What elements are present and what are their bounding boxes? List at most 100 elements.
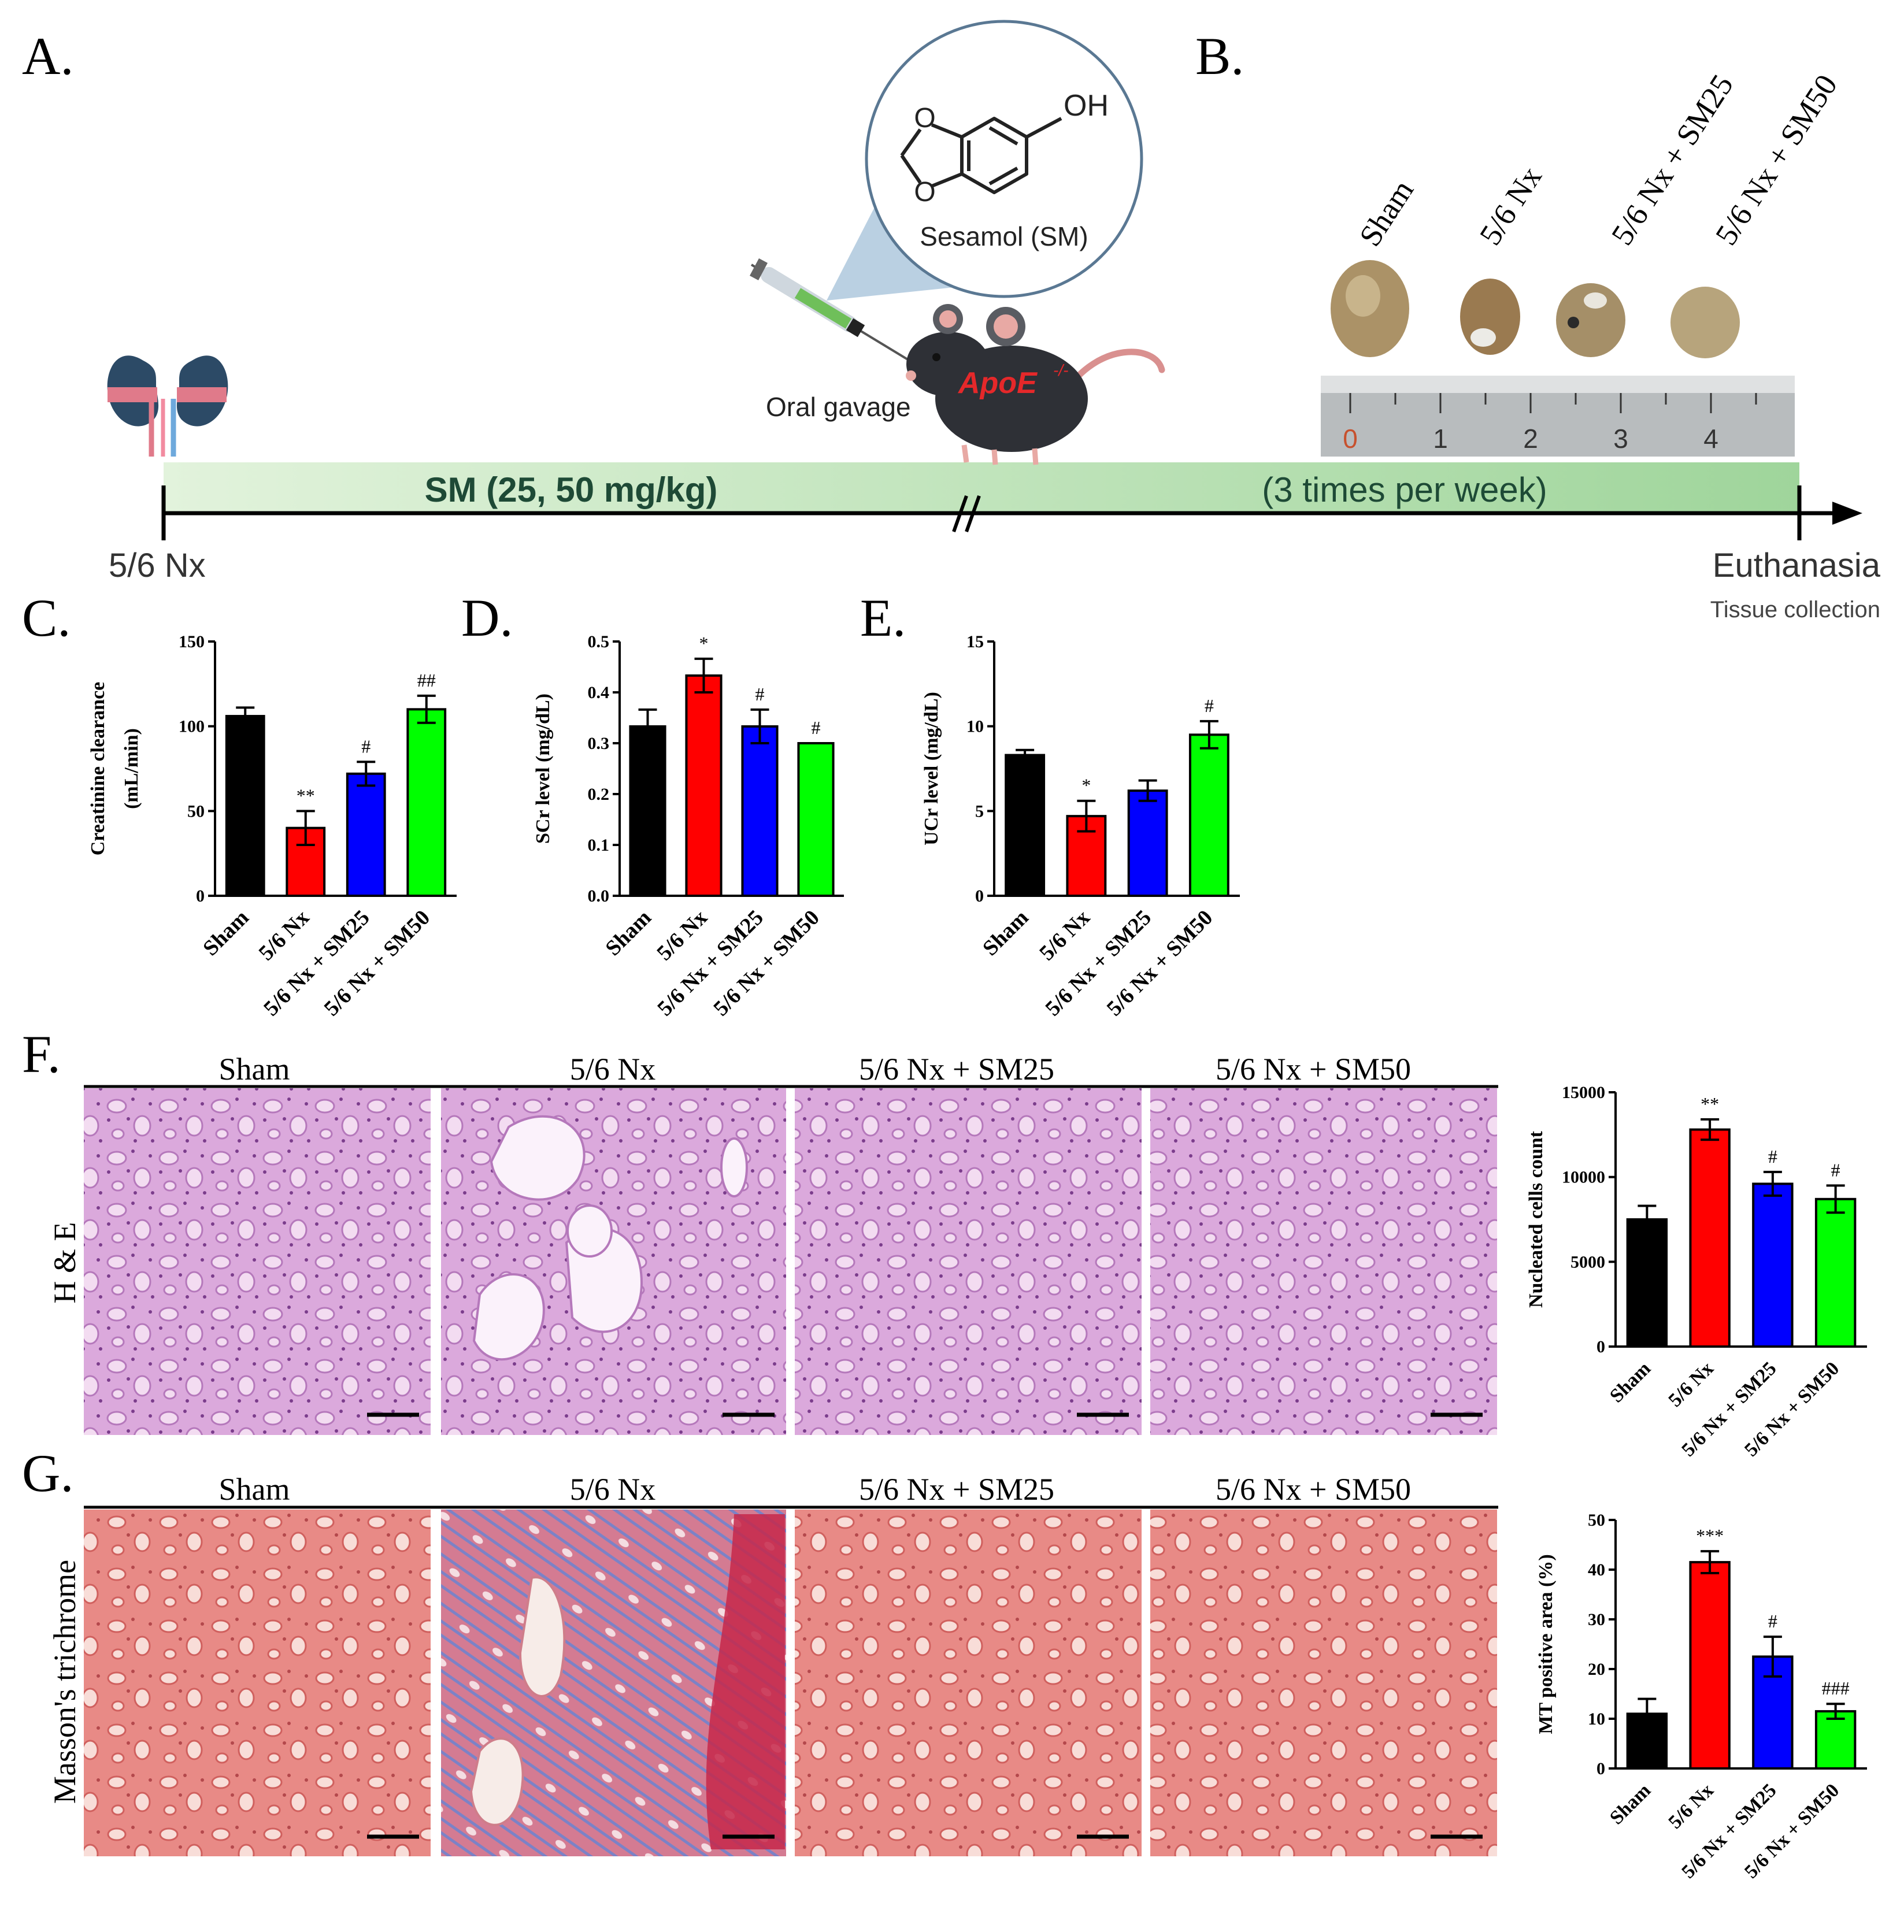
y-tick-label: 5 [975, 802, 984, 821]
bar [1005, 754, 1046, 897]
kidney-photo-sm25 [1556, 283, 1625, 357]
he-image-sm25 [795, 1088, 1142, 1435]
y-tick-label: 15 [966, 632, 984, 651]
kidneys-icon [107, 355, 228, 457]
bar [225, 715, 265, 897]
significance-label: # [755, 684, 765, 704]
significance-label: # [361, 736, 371, 757]
y-tick-label: 150 [179, 632, 205, 651]
bar [797, 742, 835, 897]
timeline: SM (25, 50 mg/kg) (3 times per week) 5/6… [109, 462, 1881, 622]
treatment-bar [164, 462, 1799, 514]
y-tick-label: 0.1 [588, 836, 610, 855]
significance-label: ** [297, 785, 315, 806]
bar [741, 725, 779, 897]
x-tick-label: Sham [601, 906, 655, 961]
sesamol-oxygen-bottom: O [914, 177, 935, 207]
y-tick-label: 5000 [1570, 1252, 1605, 1271]
ruler-tick-label: 2 [1523, 424, 1538, 454]
x-tick-label: 5/6 Nx + SM50 [320, 906, 435, 1021]
significance-label: # [812, 717, 821, 738]
y-axis-label: MT positive area (%) [1535, 1554, 1557, 1734]
timeline-arrowhead [1832, 502, 1862, 525]
y-tick-label: 10000 [1562, 1168, 1605, 1187]
significance-label: ### [1822, 1678, 1850, 1699]
ruler-tick-label: 0 [1343, 424, 1358, 454]
x-tick-label: Sham [978, 906, 1033, 961]
bar [1188, 733, 1229, 898]
he-image-sm50 [1150, 1088, 1497, 1435]
panel-label-d: D. [461, 588, 513, 647]
timeline-right-text: (3 times per week) [1262, 470, 1547, 509]
x-tick-label: 5/6 Nx [1665, 1358, 1718, 1411]
chart-c: 0 50 100 150 Creatinine clearance (mL/min) Sha… [87, 632, 457, 1021]
bar [1814, 1197, 1857, 1348]
y-tick-label: 10 [1588, 1709, 1605, 1729]
x-tick-label: 5/6 Nx [1035, 906, 1095, 966]
axis-break [952, 495, 981, 533]
timeline-start-label: 5/6 Nx [109, 547, 206, 584]
syringe-icon [750, 258, 926, 371]
mt-image-sm50 [1150, 1510, 1497, 1856]
mt-col-label-sm25: 5/6 Nx + SM25 [859, 1472, 1054, 1507]
panel-label-g: G. [22, 1444, 73, 1503]
ruler-tick-label: 4 [1703, 424, 1718, 454]
y-tick-label: 0 [975, 887, 984, 906]
ruler-ticks [1349, 393, 1757, 413]
bar [406, 708, 447, 898]
he-col-label-sham: Sham [218, 1052, 290, 1086]
significance-label: ## [417, 670, 436, 691]
ruler-tick-label: 1 [1433, 424, 1448, 454]
y-axis-label: Creatinine clearance [87, 682, 109, 856]
timeline-end-sublabel: Tissue collection [1710, 597, 1880, 622]
panel-label-c: C. [22, 588, 71, 647]
panel-label-f: F. [22, 1025, 61, 1084]
y-tick-label: 30 [1588, 1610, 1605, 1629]
mt-row-label: Masson's trichrome [47, 1560, 82, 1804]
kidney-group-label-1: Sham [1353, 174, 1420, 253]
bar [1689, 1128, 1731, 1348]
y-tick-label: 50 [187, 802, 205, 821]
kidney-group-label-2: 5/6 Nx [1473, 160, 1549, 251]
y-tick-label: 50 [1588, 1511, 1605, 1530]
bar [1752, 1182, 1794, 1348]
significance-label: # [1831, 1159, 1840, 1180]
significance-label: # [1768, 1611, 1777, 1631]
he-col-label-sm50: 5/6 Nx + SM50 [1216, 1052, 1411, 1086]
y-tick-label: 100 [179, 717, 205, 736]
bar [1814, 1710, 1857, 1770]
panel-label-b: B. [1195, 27, 1244, 86]
x-tick-label: Sham [1606, 1358, 1655, 1407]
x-tick-label: Sham [1606, 1779, 1655, 1829]
chart-f: 0 5000 10000 15000 Nucleated cells count Sham… [1525, 1083, 1867, 1461]
y-axis-label: SCr level (mg/dL) [532, 694, 554, 844]
significance-label: ** [1701, 1093, 1719, 1114]
x-tick-label: 5/6 Nx + SM50 [1102, 906, 1218, 1021]
bar [1127, 789, 1168, 897]
y-tick-label: 0.2 [588, 785, 610, 804]
panel-label-a: A. [22, 27, 73, 86]
significance-label: * [1081, 775, 1091, 796]
he-col-label-sm25: 5/6 Nx + SM25 [859, 1052, 1054, 1086]
bar [685, 674, 723, 897]
histology-mt: Sham 5/6 Nx 5/6 Nx + SM25 5/6 Nx + SM50 … [47, 1472, 1498, 1856]
kidney-photo-sm50 [1670, 287, 1740, 358]
mt-image-sham [84, 1510, 431, 1856]
x-tick-label: 5/6 Nx + SM25 [1040, 906, 1156, 1021]
chart-e: 0 5 10 15 UCr level (mg/dL) Sham * 5/6 Nx5/6 Nx… [921, 632, 1240, 1021]
compound-label: Sesamol (SM) [920, 221, 1088, 251]
kidney-photo-panel: Sham 5/6 Nx 5/6 Nx + SM25 5/6 Nx + SM50 … [1321, 68, 1844, 457]
mt-col-label-sm50: 5/6 Nx + SM50 [1216, 1472, 1411, 1507]
y-tick-label: 15000 [1562, 1083, 1605, 1102]
y-tick-label: 10 [966, 717, 984, 736]
x-tick-label: 5/6 Nx [1665, 1779, 1718, 1833]
significance-label: # [1205, 695, 1214, 716]
y-tick-label: 0.4 [588, 683, 610, 702]
y-tick-label: 40 [1588, 1560, 1605, 1579]
y-axis-label: Nucleated cells count [1525, 1130, 1547, 1308]
panel-label-e: E. [860, 588, 906, 647]
mouse-superscript: -/- [1053, 361, 1068, 379]
y-tick-label: 0.3 [588, 734, 610, 753]
he-image-sham [84, 1088, 431, 1435]
chart-g: 0 10 20 30 40 50 MT positive area (%) Sham *** 5/… [1535, 1511, 1867, 1883]
